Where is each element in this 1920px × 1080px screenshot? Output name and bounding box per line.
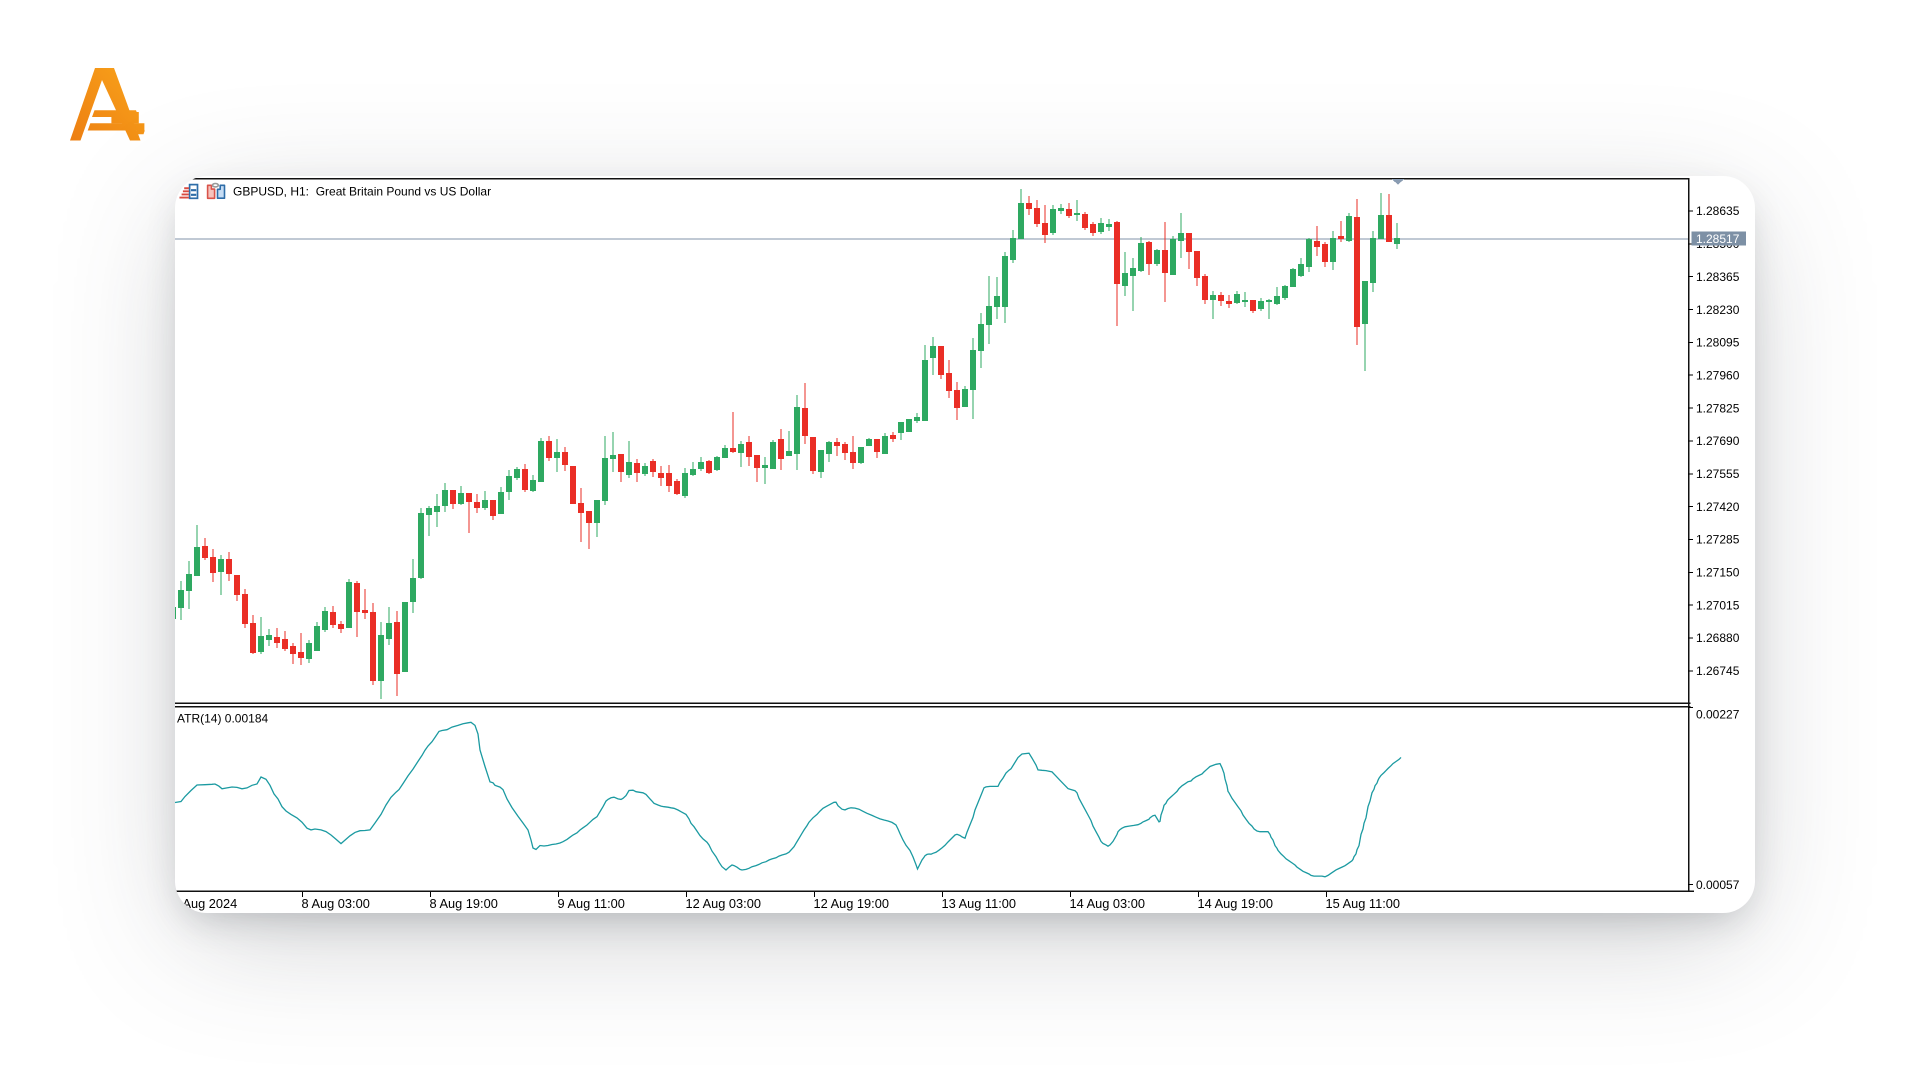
svg-text:14 Aug 19:00: 14 Aug 19:00 bbox=[1198, 896, 1273, 911]
svg-text:1.27015: 1.27015 bbox=[1696, 598, 1740, 612]
svg-text:ATR(14) 0.00184: ATR(14) 0.00184 bbox=[177, 712, 268, 726]
svg-text:1.27285: 1.27285 bbox=[1696, 533, 1740, 547]
svg-text:GBPUSD, H1: Great Britain Pou: GBPUSD, H1: Great Britain Pound vs US Do… bbox=[233, 185, 491, 199]
svg-text:1.27690: 1.27690 bbox=[1696, 434, 1740, 448]
svg-text:9 Aug 11:00: 9 Aug 11:00 bbox=[558, 896, 625, 911]
svg-text:7 Aug 2024: 7 Aug 2024 bbox=[175, 896, 237, 911]
svg-text:1.28095: 1.28095 bbox=[1696, 336, 1740, 350]
svg-text:1.26745: 1.26745 bbox=[1696, 664, 1740, 678]
svg-text:1.27555: 1.27555 bbox=[1696, 467, 1740, 481]
svg-text:15 Aug 11:00: 15 Aug 11:00 bbox=[1326, 896, 1400, 911]
svg-text:1.28230: 1.28230 bbox=[1696, 303, 1740, 317]
svg-text:0.00227: 0.00227 bbox=[1696, 707, 1740, 721]
svg-text:0.00057: 0.00057 bbox=[1696, 878, 1740, 892]
svg-text:1.27960: 1.27960 bbox=[1696, 368, 1740, 382]
svg-text:1.27150: 1.27150 bbox=[1696, 566, 1740, 580]
svg-text:8 Aug 19:00: 8 Aug 19:00 bbox=[430, 896, 498, 911]
svg-text:1.27825: 1.27825 bbox=[1696, 401, 1740, 415]
svg-text:1.26880: 1.26880 bbox=[1696, 631, 1740, 645]
svg-text:8 Aug 03:00: 8 Aug 03:00 bbox=[302, 896, 370, 911]
svg-text:1.27420: 1.27420 bbox=[1696, 500, 1740, 514]
svg-text:14 Aug 03:00: 14 Aug 03:00 bbox=[1070, 896, 1145, 911]
svg-text:12 Aug 19:00: 12 Aug 19:00 bbox=[814, 896, 889, 911]
svg-text:1.28517: 1.28517 bbox=[1696, 232, 1740, 246]
svg-text:1.28365: 1.28365 bbox=[1696, 270, 1740, 284]
svg-text:1.28635: 1.28635 bbox=[1696, 204, 1740, 218]
svg-text:13 Aug 11:00: 13 Aug 11:00 bbox=[942, 896, 1016, 911]
svg-text:12 Aug 03:00: 12 Aug 03:00 bbox=[686, 896, 761, 911]
